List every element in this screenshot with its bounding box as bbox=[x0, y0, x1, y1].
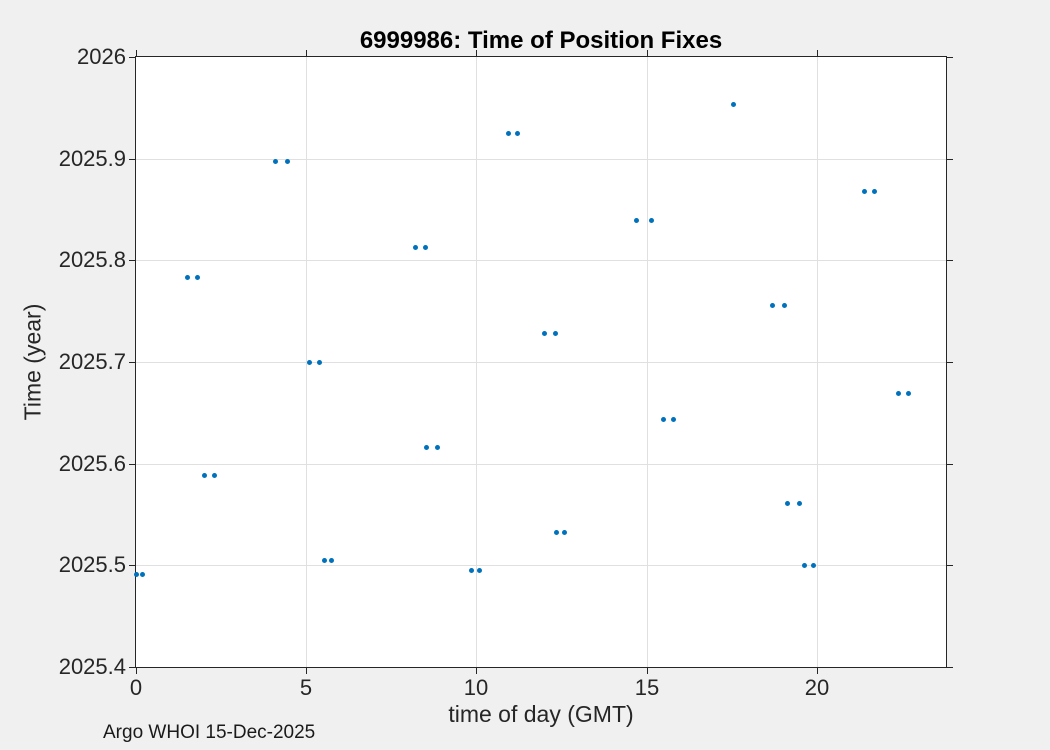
y-tick-mark bbox=[129, 464, 135, 465]
y-tick-mark-right bbox=[947, 667, 953, 668]
data-point bbox=[424, 444, 430, 450]
y-tick-label: 2025.8 bbox=[58, 247, 126, 272]
x-tick-label: 0 bbox=[129, 675, 143, 700]
x-tick-label: 5 bbox=[299, 675, 313, 700]
y-tick-mark-right bbox=[947, 565, 953, 566]
x-tick-label: 20 bbox=[804, 675, 830, 700]
data-point bbox=[661, 417, 667, 423]
data-point bbox=[211, 473, 217, 479]
y-tick-label: 2025.6 bbox=[58, 451, 126, 476]
data-point bbox=[506, 130, 512, 136]
y-tick-mark bbox=[129, 565, 135, 566]
data-point bbox=[797, 500, 803, 506]
data-point bbox=[201, 473, 207, 479]
data-point bbox=[730, 102, 736, 108]
data-point bbox=[317, 359, 323, 365]
figure-footer: Argo WHOI 15-Dec-2025 bbox=[103, 722, 316, 743]
y-tick-label: 2025.4 bbox=[58, 654, 126, 679]
data-point bbox=[412, 244, 418, 250]
data-point bbox=[434, 444, 440, 450]
x-tick-mark bbox=[306, 668, 307, 674]
x-tick-mark bbox=[647, 668, 648, 674]
x-tick-mark-top bbox=[476, 50, 477, 56]
data-point bbox=[553, 331, 559, 337]
y-tick-mark-right bbox=[947, 57, 953, 58]
y-tick-mark-right bbox=[947, 464, 953, 465]
data-point bbox=[322, 557, 328, 563]
data-point bbox=[802, 562, 808, 568]
data-point bbox=[553, 530, 559, 536]
y-gridline bbox=[136, 260, 946, 261]
data-point bbox=[649, 218, 655, 224]
x-tick-mark bbox=[817, 668, 818, 674]
x-axis-label: time of day (GMT) bbox=[448, 701, 634, 727]
y-tick-label: 2025.7 bbox=[58, 349, 126, 374]
data-point bbox=[906, 391, 912, 397]
y-tick-mark bbox=[129, 260, 135, 261]
y-tick-mark-right bbox=[947, 159, 953, 160]
data-point bbox=[671, 417, 677, 423]
data-point bbox=[514, 130, 520, 136]
y-tick-mark bbox=[129, 667, 135, 668]
data-point bbox=[895, 391, 901, 397]
data-point bbox=[140, 571, 146, 577]
x-tick-mark-top bbox=[817, 50, 818, 56]
x-tick-mark-top bbox=[136, 50, 137, 56]
data-point bbox=[329, 557, 335, 563]
data-point bbox=[872, 188, 878, 194]
data-point bbox=[633, 218, 639, 224]
data-point bbox=[785, 500, 791, 506]
y-gridline bbox=[136, 565, 946, 566]
data-point bbox=[284, 159, 290, 165]
y-gridline bbox=[136, 362, 946, 363]
data-point bbox=[769, 302, 775, 308]
data-point bbox=[194, 275, 200, 281]
chart-title: 6999986: Time of Position Fixes bbox=[359, 27, 723, 54]
y-tick-label: 2025.9 bbox=[58, 146, 126, 171]
data-point bbox=[861, 188, 867, 194]
data-point bbox=[541, 331, 547, 337]
data-point bbox=[477, 567, 483, 573]
x-tick-mark bbox=[136, 668, 137, 674]
data-point bbox=[810, 562, 816, 568]
x-tick-label: 15 bbox=[634, 675, 660, 700]
data-point bbox=[307, 359, 313, 365]
y-tick-mark bbox=[129, 57, 135, 58]
y-tick-mark bbox=[129, 159, 135, 160]
data-point bbox=[184, 275, 190, 281]
y-tick-mark-right bbox=[947, 362, 953, 363]
data-point bbox=[562, 530, 568, 536]
data-point bbox=[468, 567, 474, 573]
data-point bbox=[781, 302, 787, 308]
y-tick-mark-right bbox=[947, 260, 953, 261]
x-tick-mark-top bbox=[647, 50, 648, 56]
data-point bbox=[273, 159, 279, 165]
x-tick-mark-top bbox=[306, 50, 307, 56]
x-tick-label: 10 bbox=[463, 675, 489, 700]
y-tick-label: 2025.5 bbox=[58, 552, 126, 577]
y-tick-label: 2026 bbox=[77, 44, 126, 69]
y-gridline bbox=[136, 159, 946, 160]
data-point bbox=[422, 244, 428, 250]
y-gridline bbox=[136, 464, 946, 465]
data-point bbox=[133, 571, 139, 577]
y-tick-mark bbox=[129, 362, 135, 363]
plot-area bbox=[133, 56, 947, 668]
x-tick-mark bbox=[476, 668, 477, 674]
